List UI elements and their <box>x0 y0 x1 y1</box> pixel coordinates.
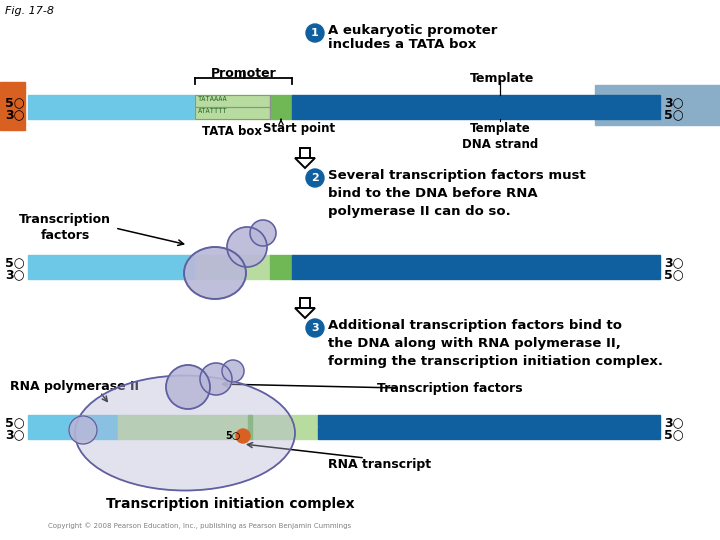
Text: TATA box: TATA box <box>202 125 262 138</box>
Text: 3: 3 <box>311 323 319 333</box>
Text: 1: 1 <box>311 28 319 38</box>
Bar <box>0 82 25 130</box>
Bar <box>248 427 252 439</box>
Bar <box>300 298 310 308</box>
Bar <box>270 107 292 119</box>
Bar <box>195 255 270 267</box>
Bar <box>195 107 270 119</box>
Bar <box>318 415 660 427</box>
Text: 5○: 5○ <box>5 256 25 269</box>
Text: Template
DNA strand: Template DNA strand <box>462 122 538 151</box>
Bar <box>292 107 660 119</box>
Bar <box>195 95 270 107</box>
Bar <box>270 267 292 279</box>
Bar <box>292 95 660 107</box>
Bar <box>28 107 195 119</box>
Text: 3○: 3○ <box>664 256 683 269</box>
Text: 2: 2 <box>311 173 319 183</box>
Bar <box>300 148 310 158</box>
Polygon shape <box>295 158 315 168</box>
Bar <box>118 415 318 427</box>
Ellipse shape <box>184 247 246 299</box>
Bar <box>195 267 270 279</box>
Text: Promoter: Promoter <box>211 67 276 80</box>
Bar <box>28 255 195 267</box>
Text: 3○: 3○ <box>664 416 683 429</box>
Bar <box>28 415 118 427</box>
Text: 5○: 5○ <box>664 268 683 281</box>
Circle shape <box>200 363 232 395</box>
Text: Transcription factors: Transcription factors <box>377 382 523 395</box>
Bar <box>270 255 292 267</box>
Bar <box>292 255 660 267</box>
Bar <box>292 267 660 279</box>
Text: Transcription initiation complex: Transcription initiation complex <box>106 497 354 511</box>
Text: Transcription
factors: Transcription factors <box>19 213 111 242</box>
Polygon shape <box>295 308 315 318</box>
Text: 5○: 5○ <box>225 431 240 441</box>
Text: 3○: 3○ <box>664 96 683 109</box>
Text: Several transcription factors must
bind to the DNA before RNA
polymerase II can : Several transcription factors must bind … <box>328 169 586 218</box>
Text: RNA polymerase II: RNA polymerase II <box>11 380 140 393</box>
Bar <box>195 107 270 119</box>
Text: Copyright © 2008 Pearson Education, Inc., publishing as Pearson Benjamin Cumming: Copyright © 2008 Pearson Education, Inc.… <box>48 522 351 529</box>
Text: Fig. 17-8: Fig. 17-8 <box>5 6 54 16</box>
Circle shape <box>222 360 244 382</box>
Text: Template: Template <box>470 72 534 85</box>
Bar <box>248 415 252 427</box>
Circle shape <box>227 227 267 267</box>
Bar <box>270 95 292 107</box>
Circle shape <box>236 429 250 443</box>
Bar <box>318 427 660 439</box>
Text: Start point: Start point <box>263 122 335 135</box>
Text: 3○: 3○ <box>6 428 25 441</box>
Text: Additional transcription factors bind to
the DNA along with RNA polymerase II,
f: Additional transcription factors bind to… <box>328 319 663 368</box>
Circle shape <box>166 365 210 409</box>
Circle shape <box>250 220 276 246</box>
Text: 3○: 3○ <box>6 108 25 121</box>
Bar <box>195 95 270 107</box>
Bar <box>595 85 720 125</box>
Ellipse shape <box>75 375 295 490</box>
Text: includes a TATA box: includes a TATA box <box>328 38 476 51</box>
Text: 5○: 5○ <box>5 416 25 429</box>
Text: 3○: 3○ <box>6 268 25 281</box>
Text: 5○: 5○ <box>664 428 683 441</box>
Bar <box>28 95 195 107</box>
Circle shape <box>69 416 97 444</box>
Text: A eukaryotic promoter: A eukaryotic promoter <box>328 24 498 37</box>
Circle shape <box>306 169 324 187</box>
Circle shape <box>306 319 324 337</box>
Text: ATATTTT: ATATTTT <box>198 108 228 114</box>
Text: TATAAAA: TATAAAA <box>198 96 228 102</box>
Text: RNA transcript: RNA transcript <box>328 458 431 471</box>
Circle shape <box>306 24 324 42</box>
Text: 5○: 5○ <box>664 108 683 121</box>
Bar <box>28 427 118 439</box>
Bar <box>118 427 318 439</box>
Bar <box>28 267 195 279</box>
Text: 5○: 5○ <box>5 96 25 109</box>
